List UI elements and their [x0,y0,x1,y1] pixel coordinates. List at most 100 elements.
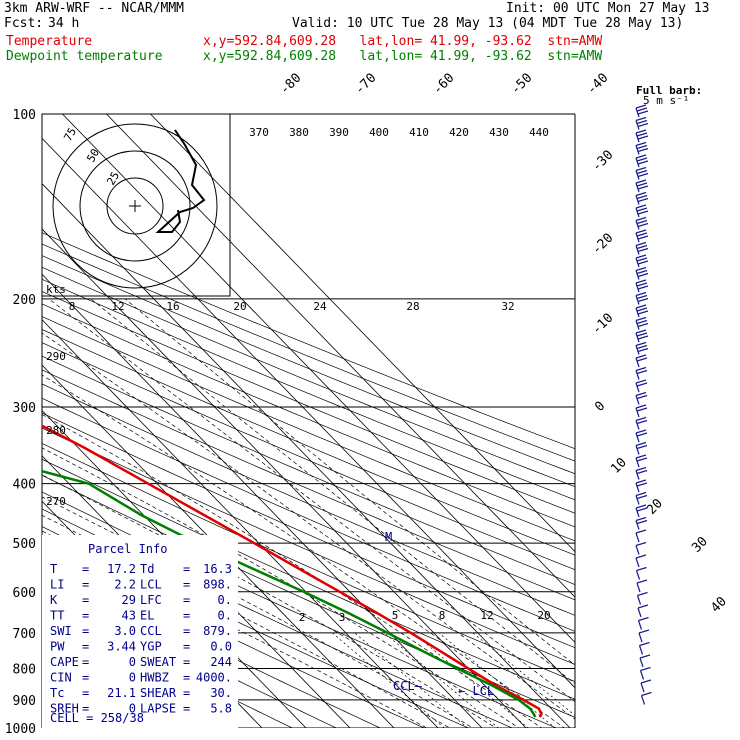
dry-adiabat-330 [42,427,575,665]
moist-adiabat-15 [42,414,543,728]
dry-adiabat-420 [42,303,575,528]
isotherm-20 [42,183,571,728]
wind-barb-shaft-29 [635,470,640,480]
wind-barb-shaft-11 [635,245,640,255]
parcel-row-label1-2: K [50,593,58,607]
wind-barb-shaft-28 [635,457,640,468]
wind-barb-flag-12-1 [636,257,648,262]
parcel-row-value2-9: 5.8 [210,702,232,716]
wind-barb-flag-24-0 [635,404,647,409]
parcel-row-eq2-3: = [183,609,190,623]
isotherm--20 [42,364,395,728]
wind-barb-shaft-20 [635,357,640,368]
dry-adiabat-400 [42,329,575,556]
wind-barb-shaft-14 [635,282,640,293]
wind-barb-flag-16-2 [637,310,649,315]
parcel-row-label1-9: SREH [50,702,79,716]
parcel-row-label2-8: SHEAR [140,686,177,700]
wind-barb-flag-7-2 [637,197,649,203]
wind-barb-flag-22-0 [635,379,647,384]
dry-adiabat-410 [42,316,575,542]
wind-barb-flag-7-0 [635,191,647,197]
temperature-line [42,424,543,718]
wind-barb-flag-19-1 [636,344,648,350]
wind-barb-flag-30-1 [636,482,648,487]
wind-barb-flag-42-0 [638,629,650,634]
parcel-row-label2-1: LCL [140,578,162,592]
wind-barb-flag-13-2 [637,272,649,278]
theta-label-410: 410 [409,126,429,139]
pressure-label-500: 500 [13,537,36,552]
wind-barb-shaft-36 [635,557,640,568]
wind-barb-flag-6-1 [636,182,648,187]
wind-barb-flag-33-1 [636,519,648,525]
wind-barb-shaft-33 [635,520,640,530]
wind-barb-flag-5-0 [635,166,647,172]
hodograph-ring-label-2: 25 [104,170,122,188]
wind-barb-flag-31-1 [636,494,648,500]
pressure-label-800: 800 [13,662,36,677]
parcel-row-eq1-8: = [82,686,89,700]
parcel-row-value2-3: 0. [218,609,232,623]
wind-barb-flag-10-1 [636,232,648,237]
isotherm--30 [42,409,351,728]
parcel-row-label2-3: EL [140,609,154,623]
parcel-row-label2-5: YGP [140,640,162,654]
wind-barb-shaft-17 [635,320,640,330]
mixing-ratio-3 [354,632,469,728]
wind-barb-flag-25-0 [635,416,647,422]
wind-barb-flag-14-2 [637,285,649,290]
wind-barb-shaft-46 [640,682,645,693]
wind-barb-flag-39-0 [637,591,648,597]
wind-barb-shaft-23 [635,395,640,405]
wind-barb-shaft-34 [635,532,640,543]
dry-adiabat-240 [42,581,338,728]
temperature-legend: Temperature [6,34,93,49]
parcel-row-eq1-1: = [82,578,89,592]
wind-barb-shaft-16 [635,307,640,318]
wind-barb-flag-32-0 [635,504,647,509]
wind-barb-shaft-39 [636,595,642,605]
parcel-row-value1-4: 3.0 [114,624,136,638]
theta-label-440: 440 [529,126,549,139]
wind-barb-shaft-12 [635,257,640,268]
parcel-row-label1-0: T [50,562,57,576]
wind-barb-flag-21-1 [636,369,648,375]
wind-barb-shaft-25 [635,420,640,430]
hodograph-speed-label-4: 24 [313,300,327,313]
wind-barb-flag-16-0 [635,304,647,309]
parcel-row-label1-5: PW [50,640,65,654]
parcel-row-value1-8: 21.1 [107,686,136,700]
isotherm-label-0: 0 [592,399,608,415]
wind-barb-flag-27-1 [636,444,648,450]
wind-barb-flag-10-2 [637,235,649,240]
dry-adiabat-460 [42,255,575,475]
isotherm-label--30: -30 [589,148,616,175]
wind-barb-flag-24-1 [636,407,648,412]
wind-barb-shaft-24 [635,407,640,418]
barb-legend-title: Full barb: [636,84,702,97]
parcel-row-label2-4: CCL [140,624,162,638]
parcel-marker-m: M [385,530,392,544]
parcel-row-label1-1: LI [50,578,64,592]
theta-label-420: 420 [449,126,469,139]
theta-side-label-0: 290 [46,350,66,363]
parcel-row-value1-7: 0 [129,671,136,685]
wind-barb-flag-30-0 [635,479,647,484]
parcel-info-box [42,535,238,728]
mixing-ratio-label-0: 2 [299,611,306,624]
forecast-label: Fcst: [4,16,44,31]
moist-adiabat-25 [42,332,575,720]
parcel-row-value2-5: 0.0 [210,640,232,654]
parcel-row-eq2-4: = [183,624,190,638]
theta-label-390: 390 [329,126,349,139]
parcel-row-label1-8: Tc [50,686,64,700]
wind-barb-flag-1-0 [635,116,647,122]
parcel-row-eq1-7: = [82,671,89,685]
wind-barb-shaft-5 [635,170,640,180]
wind-barb-flag-29-1 [636,469,648,475]
dry-adiabat-370 [42,369,575,601]
isotherm-label--10: -10 [589,311,616,338]
parcel-row-value1-3: 43 [122,609,136,623]
isotherm-label--70: -70 [352,71,379,98]
